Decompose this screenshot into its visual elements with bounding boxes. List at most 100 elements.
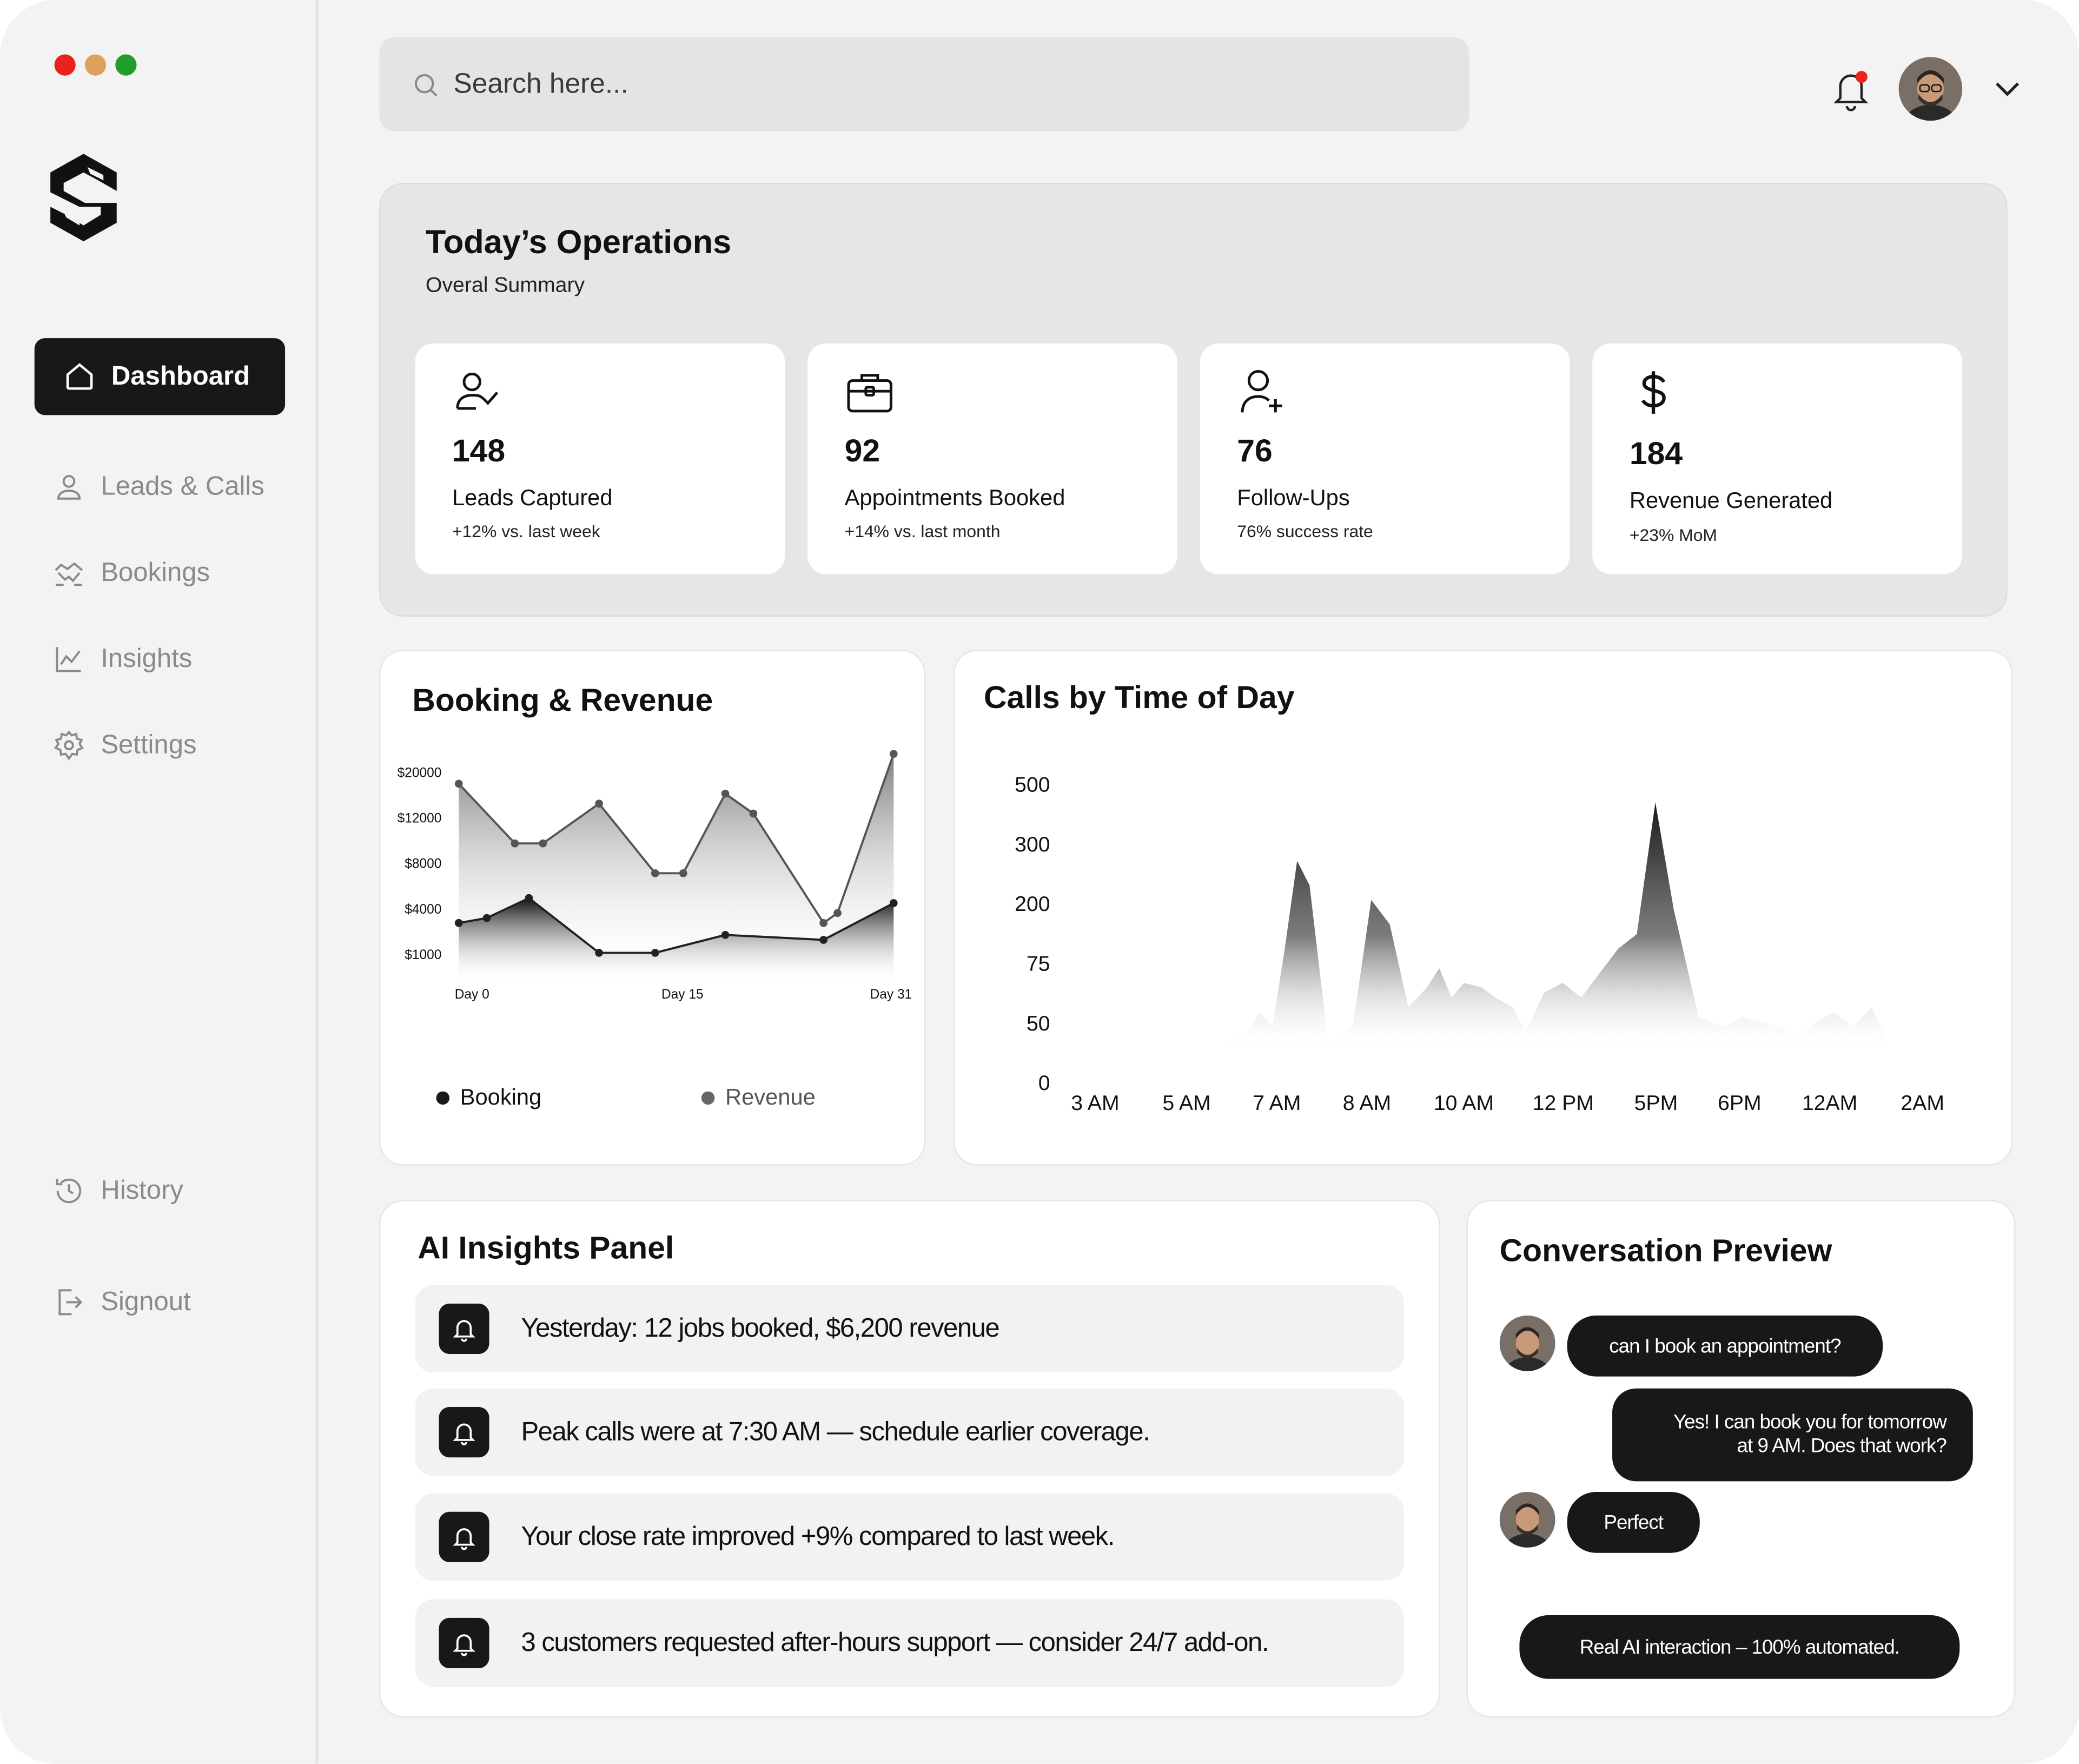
insight-item[interactable]: Yesterday: 12 jobs booked, $6,200 revenu… [415,1285,1405,1373]
sidebar-item-label: Bookings [101,557,210,587]
legend-swatch [436,1091,450,1105]
data-point-booking [651,949,659,957]
x-tick-label: 10 AM [1434,1091,1494,1115]
handshake-icon [55,562,83,586]
line-chart-icon [56,647,81,672]
y-tick-label: $12000 [398,811,442,826]
insight-item[interactable]: 3 customers requested after-hours suppor… [415,1599,1405,1687]
sidebar-item-label: Settings [101,730,197,759]
calls-by-time-card: Calls by Time of Day 500 300 200 75 50 0 3 AM 5… [953,650,2013,1166]
data-point-revenue [749,809,758,818]
legend-label: Revenue [725,1085,816,1110]
y-tick-label: 50 [1027,1012,1050,1035]
data-point-booking [819,936,827,944]
gear-icon [54,730,84,761]
x-tick-label: 6PM [1718,1091,1762,1115]
x-tick-label: 3 AM [1071,1091,1119,1115]
sidebar-item-leads-calls[interactable]: Leads & Calls [35,448,285,525]
y-tick-label: 75 [1027,952,1050,975]
bell-badge [439,1617,489,1668]
x-tick-label: Day 31 [870,987,912,1002]
bell-icon [453,1634,475,1656]
window-minimize-button[interactable] [84,54,107,76]
bell-badge [439,1407,489,1458]
insight-text: Peak calls were at 7:30 AM — schedule ea… [521,1417,1150,1446]
insight-item[interactable]: Your close rate improved +9% compared to… [415,1493,1405,1581]
insight-text: 3 customers requested after-hours suppor… [521,1628,1269,1657]
calls-by-time-title: Calls by Time of Day [984,680,1295,716]
data-point-revenue [454,779,463,788]
stat-card-appointments[interactable]: 92 Appointments Booked +14% vs. last mon… [807,343,1177,574]
sidebar-item-bookings[interactable]: Bookings [35,534,285,611]
chevron-down-icon[interactable] [1991,77,2023,101]
y-tick-label: 200 [1015,892,1050,916]
x-tick-label: 12AM [1802,1091,1857,1115]
data-point-revenue [833,909,842,917]
data-point-booking [889,899,898,907]
chat-message: can I book an appointment? [1609,1334,1841,1358]
home-icon [66,363,93,390]
stat-label: Follow-Ups [1237,485,1350,511]
y-tick-label: $20000 [398,766,442,781]
x-tick-label: 12 PM [1533,1091,1594,1115]
series-area-calls [1087,802,1952,1047]
y-tick-label: $4000 [405,902,441,917]
search-input[interactable] [453,68,1382,101]
data-point-revenue [721,789,730,798]
customer-avatar [1499,1315,1555,1371]
brand-logo [50,154,117,242]
operations-subtitle: Overal Summary [425,274,585,298]
sidebar-item-history[interactable]: History [35,1152,285,1229]
x-tick-label: 2AM [1901,1091,1944,1115]
conversation-title: Conversation Preview [1499,1233,1832,1270]
x-tick-label: 7 AM [1253,1091,1301,1115]
y-tick-label: $8000 [405,857,441,871]
series-line-booking [458,896,895,954]
bell-icon [453,1528,475,1550]
bell-badge [439,1511,489,1562]
data-point-booking [595,949,603,957]
window-maximize-button[interactable] [115,54,137,76]
conversation-card: Conversation Preview can I book an appoi… [1466,1200,2016,1717]
bell-icon [453,1423,475,1445]
stat-value: 184 [1629,436,1683,472]
booking-revenue-chart: $20000 $12000 $8000 $4000 $1000 Day 0 Day 15 Da… [398,750,912,1002]
automation-badge[interactable]: Real AI interaction – 100% automated. [1519,1615,1960,1679]
user-plus-icon [1241,369,1282,413]
signout-icon [58,1289,83,1316]
chat-message: Perfect [1604,1511,1664,1534]
chat-message-line: Yes! I can book you for tomorrow [1673,1411,1947,1434]
sidebar-item-settings[interactable]: Settings [35,707,285,784]
legend-swatch [701,1091,715,1105]
user-icon [57,475,81,500]
chat-message-line: at 9 AM. Does that work? [1737,1435,1947,1458]
user-avatar[interactable] [1898,57,1963,121]
bell-icon [453,1320,475,1342]
x-tick-label: Day 15 [661,987,704,1002]
notification-bell-icon[interactable] [1830,67,1872,111]
stat-change: 76% success rate [1237,521,1373,541]
stat-change: +12% vs. last week [452,521,600,541]
sidebar-item-insights[interactable]: Insights [35,620,285,697]
booking-revenue-title: Booking & Revenue [412,683,713,719]
stat-change: +23% MoM [1629,525,1717,545]
chat-bubble-ai: Yes! I can book you for tomorrow at 9 AM… [1612,1388,1973,1482]
sidebar-item-label: Signout [101,1287,191,1317]
sidebar-item-dashboard[interactable]: Dashboard [34,338,286,415]
data-point-revenue [651,869,659,877]
stat-card-followups[interactable]: 76 Follow-Ups 76% success rate [1200,343,1570,574]
stat-card-leads[interactable]: 148 Leads Captured +12% vs. last week [415,343,785,574]
search-icon [414,73,438,96]
data-point-booking [721,930,730,939]
stat-card-revenue[interactable]: 184 Revenue Generated +23% MoM [1592,343,1963,574]
operations-title: Today’s Operations [425,224,732,261]
legend-revenue: Revenue [701,1085,816,1111]
sidebar-item-signout[interactable]: Signout [35,1264,285,1340]
window-close-button[interactable] [54,54,76,76]
data-point-revenue [819,919,827,927]
search-bar [379,37,1469,131]
stat-value: 148 [452,433,506,470]
insight-item[interactable]: Peak calls were at 7:30 AM — schedule ea… [415,1388,1405,1476]
sidebar-item-label: History [101,1175,183,1205]
